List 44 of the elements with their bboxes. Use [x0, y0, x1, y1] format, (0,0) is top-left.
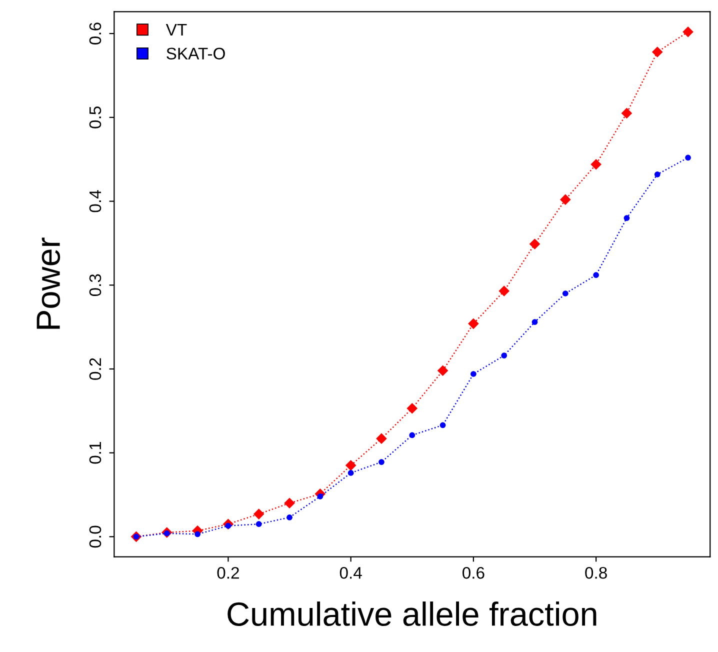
point — [621, 108, 632, 119]
x-tick-label: 0.4 — [340, 566, 362, 579]
y-tick-label: 0.1 — [89, 442, 102, 464]
point — [256, 521, 262, 528]
point — [682, 26, 694, 38]
y-tick-label: 0.5 — [89, 106, 102, 128]
y-tick-label: 0.2 — [89, 358, 102, 380]
point — [593, 272, 599, 278]
point — [501, 352, 508, 358]
point — [654, 172, 660, 178]
point — [284, 498, 295, 509]
legend-label: SKAT-O — [166, 48, 225, 60]
y-axis-title: Power — [36, 238, 60, 329]
point — [253, 508, 264, 520]
point — [468, 318, 479, 330]
point — [348, 470, 354, 476]
y-tick-label: 0.3 — [89, 274, 102, 296]
point — [498, 286, 510, 296]
point — [590, 158, 602, 170]
legend-label: VT — [166, 24, 187, 36]
point — [470, 371, 476, 377]
point — [532, 319, 538, 325]
point — [437, 365, 448, 376]
point — [194, 531, 200, 538]
x-tick-label: 0.8 — [585, 566, 607, 579]
point — [529, 238, 540, 250]
y-tick-label: 0.6 — [89, 22, 102, 44]
point — [286, 514, 292, 520]
point — [378, 459, 384, 465]
point — [685, 154, 691, 161]
x-tick-label: 0.6 — [462, 566, 484, 579]
y-tick-label: 0.0 — [89, 526, 102, 548]
point — [652, 46, 663, 58]
point — [562, 290, 568, 296]
point — [440, 422, 446, 428]
point — [409, 432, 416, 438]
point — [406, 402, 418, 414]
x-axis-title: Cumulative allele fraction — [228, 602, 596, 626]
x-tick-label: 0.2 — [217, 566, 239, 579]
point — [376, 433, 387, 444]
point — [624, 215, 630, 221]
y-tick-label: 0.4 — [89, 190, 102, 212]
point — [345, 460, 356, 471]
point — [560, 194, 571, 205]
